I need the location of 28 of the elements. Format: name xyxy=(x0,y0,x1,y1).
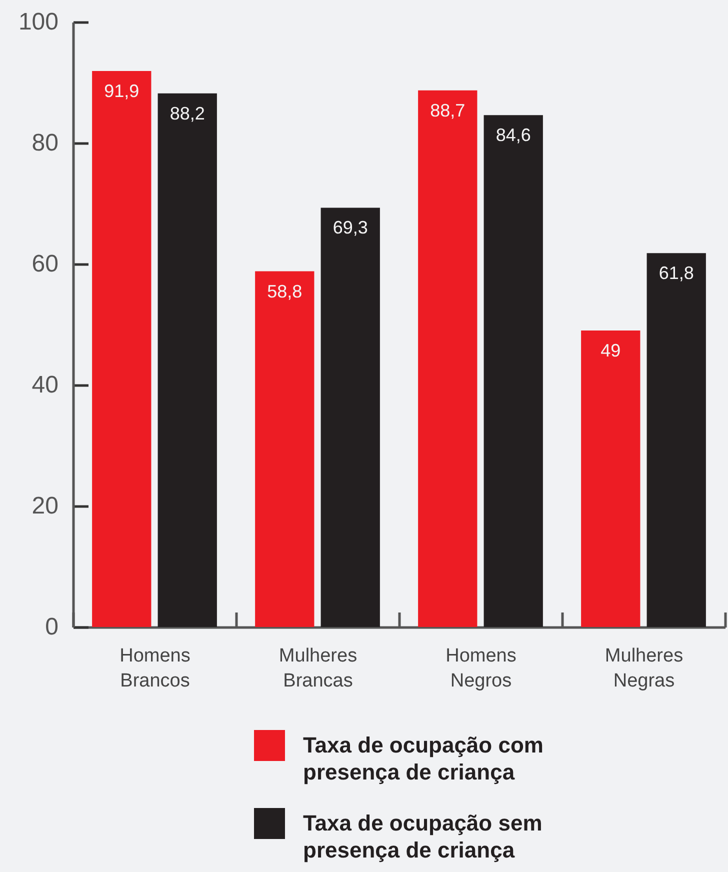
bar xyxy=(320,208,380,627)
data-label: 88,7 xyxy=(430,100,466,120)
y-tick-label: 40 xyxy=(32,372,58,398)
bar xyxy=(158,93,217,627)
bar xyxy=(418,90,478,627)
data-label: 58,8 xyxy=(267,281,302,302)
y-tick-label: 100 xyxy=(18,8,58,36)
y-tick-label: 80 xyxy=(32,130,58,156)
y-tick-label: 20 xyxy=(32,492,58,520)
legend-label: Taxa de ocupação sem presença de criança xyxy=(303,810,542,862)
y-tick-label: 60 xyxy=(32,250,58,278)
data-label: 49 xyxy=(600,340,621,361)
x-tick-label: Homens Brancos xyxy=(120,646,190,692)
bar xyxy=(646,253,706,627)
bar xyxy=(92,71,152,627)
y-tick-label: 0 xyxy=(45,614,58,640)
data-label: 61,8 xyxy=(658,263,694,284)
bar xyxy=(255,271,314,627)
bar xyxy=(581,330,640,627)
bar xyxy=(484,115,543,627)
data-label: 84,6 xyxy=(496,125,531,146)
x-tick-label: Homens Negros xyxy=(446,646,516,692)
legend-label: Taxa de ocupação com presença de criança xyxy=(303,732,544,784)
data-label: 91,9 xyxy=(104,81,140,102)
x-tick-label: Mulheres Negras xyxy=(604,646,684,692)
data-label: 69,3 xyxy=(332,218,368,238)
x-tick-label: Mulheres Brancas xyxy=(278,646,358,692)
data-label: 88,2 xyxy=(170,103,205,124)
